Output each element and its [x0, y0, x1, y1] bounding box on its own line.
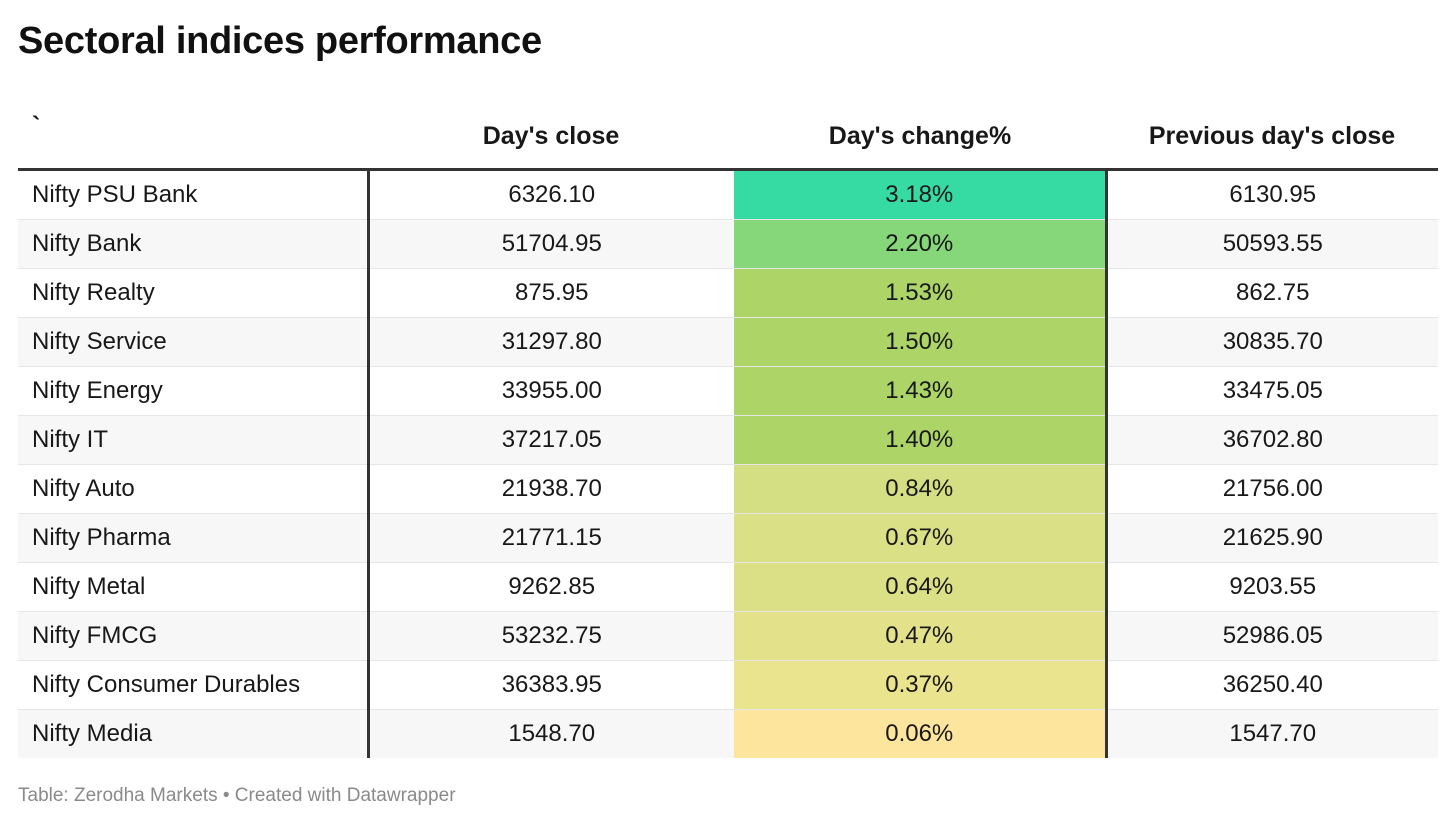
page-title: Sectoral indices performance	[18, 20, 542, 62]
cell-index-name: Nifty Realty	[18, 268, 370, 318]
table-row: Nifty Media 1548.70 0.06% 1547.70	[18, 709, 1438, 758]
cell-index-name: Nifty Media	[18, 709, 370, 758]
cell-days-change: 0.37%	[734, 660, 1108, 710]
cell-days-close: 875.95	[368, 268, 734, 318]
cell-previous-close: 21756.00	[1106, 464, 1438, 514]
cell-index-name: Nifty Consumer Durables	[18, 660, 370, 710]
cell-days-close: 51704.95	[368, 219, 734, 269]
cell-previous-close: 9203.55	[1106, 562, 1438, 612]
column-header-close: Day's close	[368, 104, 734, 171]
cell-days-close: 33955.00	[368, 366, 734, 416]
column-header-change: Day's change%	[734, 104, 1106, 171]
cell-days-change: 1.53%	[734, 268, 1108, 318]
cell-previous-close: 30835.70	[1106, 317, 1438, 367]
cell-previous-close: 36702.80	[1106, 415, 1438, 465]
cell-previous-close: 6130.95	[1106, 169, 1438, 220]
table-row: Nifty IT 37217.05 1.40% 36702.80	[18, 415, 1438, 465]
column-header-name: `	[18, 104, 368, 171]
cell-index-name: Nifty Energy	[18, 366, 370, 416]
cell-index-name: Nifty PSU Bank	[18, 169, 370, 220]
cell-days-change: 0.06%	[734, 709, 1108, 758]
table-row: Nifty Auto 21938.70 0.84% 21756.00	[18, 464, 1438, 514]
table-row: Nifty Consumer Durables 36383.95 0.37% 3625…	[18, 660, 1438, 710]
cell-index-name: Nifty Pharma	[18, 513, 370, 563]
cell-days-close: 31297.80	[368, 317, 734, 367]
cell-days-change: 0.67%	[734, 513, 1108, 563]
cell-previous-close: 50593.55	[1106, 219, 1438, 269]
cell-days-change: 1.40%	[734, 415, 1108, 465]
cell-days-change: 0.64%	[734, 562, 1108, 612]
cell-index-name: Nifty Service	[18, 317, 370, 367]
cell-previous-close: 52986.05	[1106, 611, 1438, 661]
cell-days-close: 21938.70	[368, 464, 734, 514]
sector-table: ` Day's close Day's change% Previous day…	[18, 104, 1438, 758]
source-footer: Table: Zerodha Markets • Created with Da…	[18, 785, 456, 806]
cell-previous-close: 862.75	[1106, 268, 1438, 318]
cell-days-close: 6326.10	[368, 169, 734, 220]
table-row: Nifty Energy 33955.00 1.43% 33475.05	[18, 366, 1438, 416]
cell-days-close: 1548.70	[368, 709, 734, 758]
cell-days-change: 2.20%	[734, 219, 1108, 269]
cell-days-change: 1.43%	[734, 366, 1108, 416]
cell-days-close: 36383.95	[368, 660, 734, 710]
cell-previous-close: 36250.40	[1106, 660, 1438, 710]
cell-previous-close: 21625.90	[1106, 513, 1438, 563]
table-row: Nifty Bank 51704.95 2.20% 50593.55	[18, 219, 1438, 269]
table-row: Nifty Metal 9262.85 0.64% 9203.55	[18, 562, 1438, 612]
cell-previous-close: 33475.05	[1106, 366, 1438, 416]
table-row: Nifty Pharma 21771.15 0.67% 21625.90	[18, 513, 1438, 563]
column-header-prev-close: Previous day's close	[1106, 104, 1438, 171]
table-row: Nifty FMCG 53232.75 0.47% 52986.05	[18, 611, 1438, 661]
cell-index-name: Nifty Auto	[18, 464, 370, 514]
cell-days-close: 37217.05	[368, 415, 734, 465]
cell-index-name: Nifty Metal	[18, 562, 370, 612]
cell-days-change: 3.18%	[734, 169, 1108, 220]
cell-days-change: 0.84%	[734, 464, 1108, 514]
table-row: Nifty Service 31297.80 1.50% 30835.70	[18, 317, 1438, 367]
cell-index-name: Nifty IT	[18, 415, 370, 465]
cell-index-name: Nifty Bank	[18, 219, 370, 269]
table-row: Nifty PSU Bank 6326.10 3.18% 6130.95	[18, 169, 1438, 220]
cell-previous-close: 1547.70	[1106, 709, 1438, 758]
cell-days-close: 9262.85	[368, 562, 734, 612]
cell-index-name: Nifty FMCG	[18, 611, 370, 661]
cell-days-change: 1.50%	[734, 317, 1108, 367]
table-body: Nifty PSU Bank 6326.10 3.18% 6130.95 Nifty B…	[18, 169, 1438, 758]
cell-days-close: 21771.15	[368, 513, 734, 563]
cell-days-close: 53232.75	[368, 611, 734, 661]
cell-days-change: 0.47%	[734, 611, 1108, 661]
table-row: Nifty Realty 875.95 1.53% 862.75	[18, 268, 1438, 318]
table-header-row: ` Day's close Day's change% Previous day…	[18, 104, 1438, 171]
